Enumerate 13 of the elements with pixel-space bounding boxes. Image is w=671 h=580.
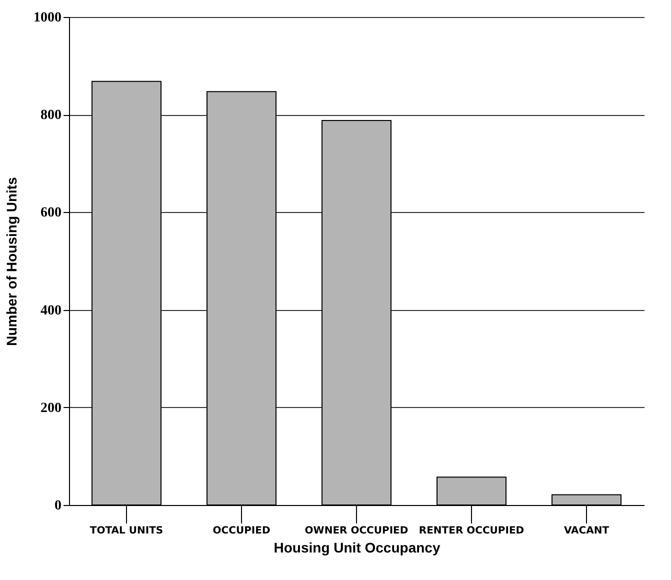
x-tick-label: TOTAL UNITS — [90, 526, 164, 536]
x-tick-label: VACANT — [564, 526, 610, 536]
y-axis-title: Number of Housing Units — [4, 176, 20, 346]
y-tick-label: 0 — [54, 498, 62, 514]
y-tick-label: 400 — [40, 303, 62, 318]
y-tick-label: 600 — [40, 206, 62, 221]
x-tick-label: OCCUPIED — [212, 526, 270, 536]
y-tick-label: 1000 — [34, 10, 62, 26]
x-tick-label: OWNER OCCUPIED — [304, 526, 408, 536]
x-tick-label: RENTER OCCUPIED — [418, 526, 524, 536]
y-tick-label: 800 — [40, 108, 62, 124]
x-axis-title: Housing Unit Occupancy — [274, 540, 440, 556]
y-tick-label: 200 — [40, 400, 62, 416]
